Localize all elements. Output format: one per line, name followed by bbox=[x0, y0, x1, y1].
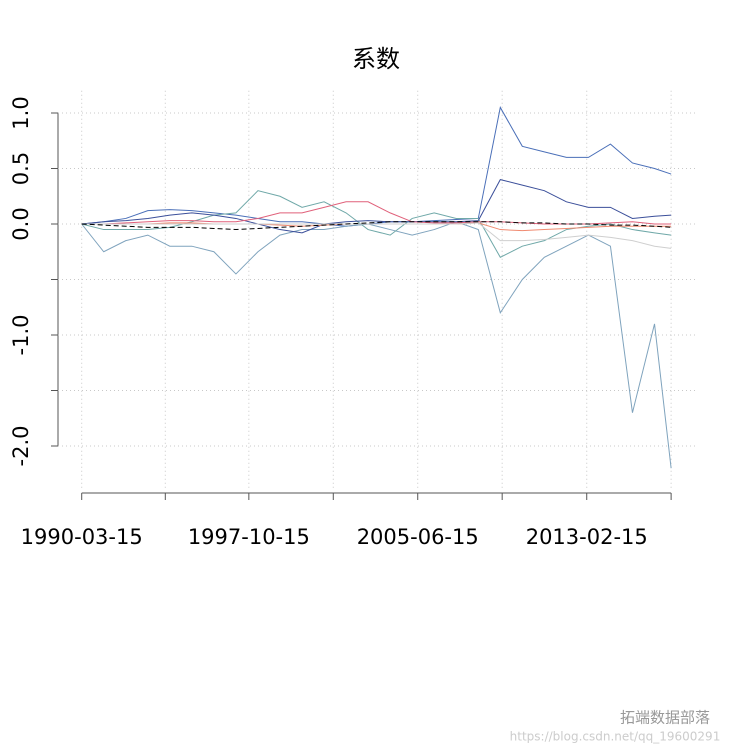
x-tick-label: 2005-06-15 bbox=[357, 525, 479, 549]
watermark-url: https://blog.csdn.net/qq_19600291 bbox=[510, 730, 721, 744]
y-tick-label: -1.0 bbox=[9, 315, 33, 356]
y-tick-label: 0.0 bbox=[9, 207, 33, 240]
series-line bbox=[81, 179, 672, 234]
chart-title: 系数 bbox=[352, 45, 400, 73]
series-line bbox=[81, 221, 672, 469]
x-tick-label: 1990-03-15 bbox=[21, 525, 143, 549]
x-tick-label: 1997-10-15 bbox=[188, 525, 310, 549]
series-line bbox=[81, 222, 672, 249]
watermark: 拓端数据部落 bbox=[620, 709, 710, 727]
y-tick-label: -2.0 bbox=[9, 426, 33, 467]
x-tick-label: 2013-02-15 bbox=[526, 525, 648, 549]
series-line bbox=[81, 221, 672, 231]
series-line bbox=[81, 106, 672, 227]
y-tick-label: 0.5 bbox=[9, 152, 33, 185]
y-tick-label: 1.0 bbox=[9, 96, 33, 129]
